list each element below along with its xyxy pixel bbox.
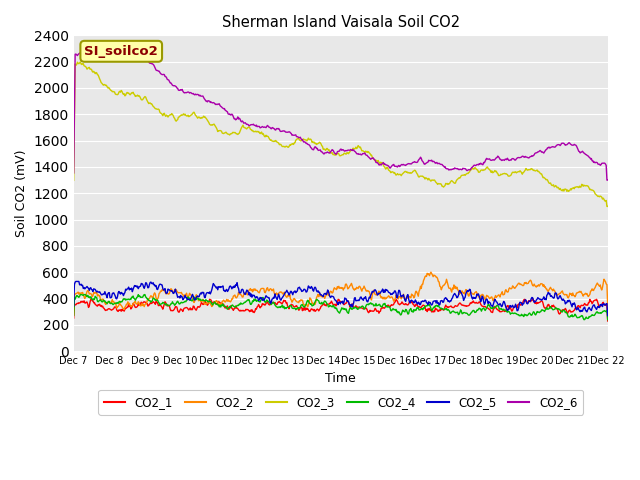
Text: SI_soilco2: SI_soilco2 <box>84 45 158 58</box>
X-axis label: Time: Time <box>325 372 356 384</box>
Y-axis label: Soil CO2 (mV): Soil CO2 (mV) <box>15 149 28 237</box>
Legend: CO2_1, CO2_2, CO2_3, CO2_4, CO2_5, CO2_6: CO2_1, CO2_2, CO2_3, CO2_4, CO2_5, CO2_6 <box>98 390 583 415</box>
Title: Sherman Island Vaisala Soil CO2: Sherman Island Vaisala Soil CO2 <box>221 15 460 30</box>
